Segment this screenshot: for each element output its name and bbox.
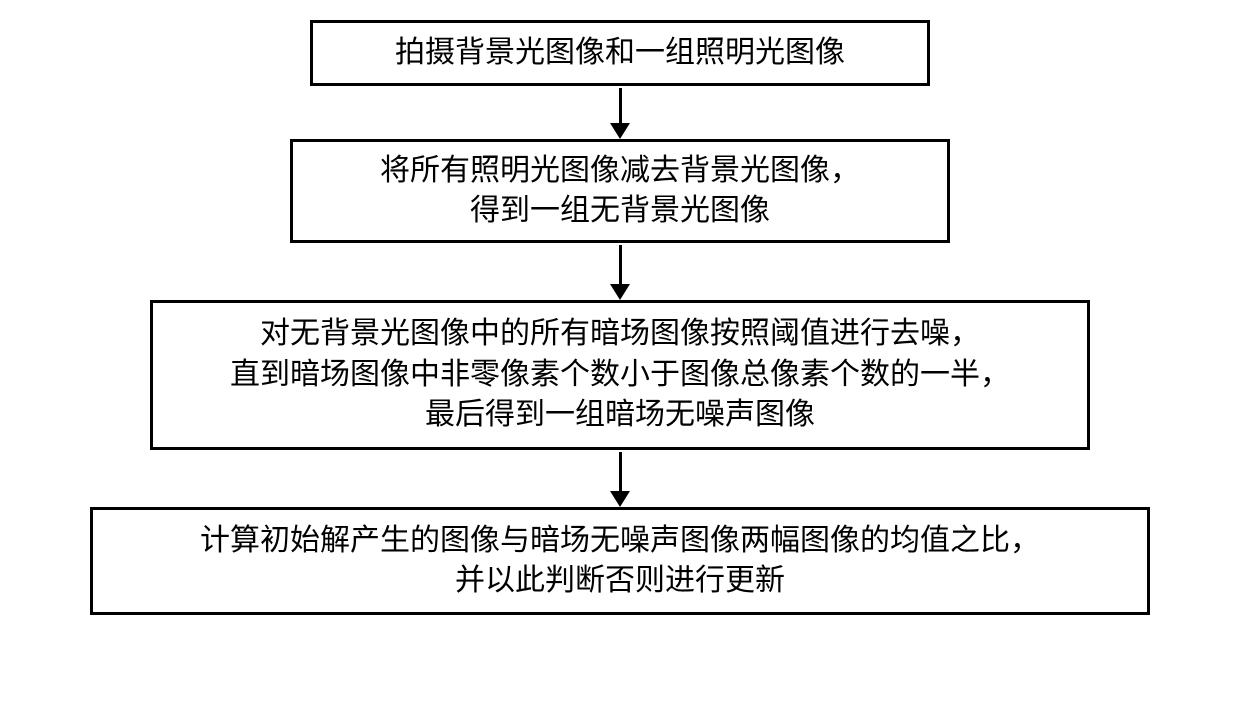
flow-step-3: 对无背景光图像中的所有暗场图像按照阈值进行去噪，直到暗场图像中非零像素个数小于图…: [150, 300, 1090, 450]
flow-step-line: 最后得到一组暗场无噪声图像: [425, 395, 815, 436]
flow-step-line: 拍摄背景光图像和一组照明光图像: [395, 33, 845, 74]
flow-arrow-3: [610, 452, 630, 507]
flow-arrow-2: [610, 245, 630, 300]
flow-arrow-1: [610, 88, 630, 139]
flowchart-container: 拍摄背景光图像和一组照明光图像 将所有照明光图像减去背景光图像，得到一组无背景光…: [90, 20, 1150, 615]
flow-step-line: 计算初始解产生的图像与暗场无噪声图像两幅图像的均值之比，: [200, 521, 1040, 562]
flow-step-line: 对无背景光图像中的所有暗场图像按照阈值进行去噪，: [260, 314, 980, 355]
arrow-head-icon: [610, 123, 630, 139]
arrow-line: [619, 245, 622, 285]
flow-step-line: 直到暗场图像中非零像素个数小于图像总像素个数的一半，: [230, 355, 1010, 396]
flow-step-line: 将所有照明光图像减去背景光图像，: [380, 151, 860, 192]
arrow-head-icon: [610, 491, 630, 507]
arrow-head-icon: [610, 284, 630, 300]
arrow-line: [619, 88, 622, 124]
flow-step-4: 计算初始解产生的图像与暗场无噪声图像两幅图像的均值之比，并以此判断否则进行更新: [90, 507, 1150, 615]
flow-step-1: 拍摄背景光图像和一组照明光图像: [310, 20, 930, 86]
flow-step-2: 将所有照明光图像减去背景光图像，得到一组无背景光图像: [290, 139, 950, 243]
arrow-line: [619, 452, 622, 492]
flow-step-line: 得到一组无背景光图像: [470, 191, 770, 232]
flow-step-line: 并以此判断否则进行更新: [455, 561, 785, 602]
